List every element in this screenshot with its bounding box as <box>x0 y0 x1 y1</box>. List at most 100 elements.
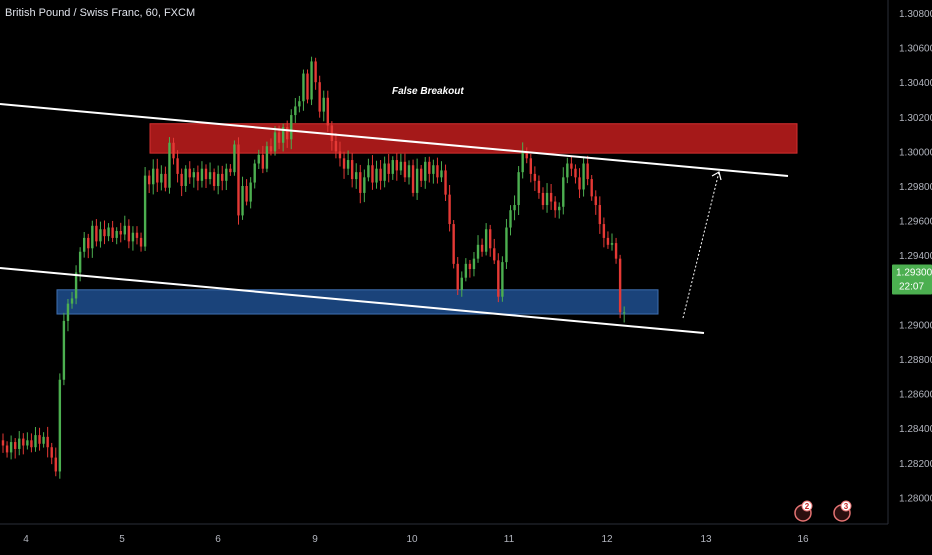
candle-up <box>545 183 549 213</box>
candle-body <box>103 229 106 237</box>
candle-up <box>115 227 118 245</box>
x-tick-label: 10 <box>406 534 418 545</box>
candle-body <box>50 447 53 458</box>
candle-up <box>91 220 94 258</box>
candle-body <box>444 170 447 195</box>
candle-up <box>34 427 37 452</box>
candle-body <box>480 244 484 252</box>
candle-down <box>553 196 557 218</box>
candle-up <box>407 160 411 185</box>
candle-down <box>602 217 606 248</box>
candle-body <box>395 160 399 171</box>
candle-up <box>58 373 62 479</box>
candle-down <box>533 166 537 191</box>
candle-body <box>566 163 569 178</box>
candle-body <box>314 61 317 83</box>
candle-down <box>342 151 346 179</box>
candle-down <box>403 153 407 182</box>
candle-body <box>521 151 524 173</box>
candle-body <box>131 232 135 242</box>
y-tick-label: 1.28600 <box>899 390 932 401</box>
candle-body <box>143 175 147 247</box>
candle-body <box>229 168 232 173</box>
candle-down <box>525 147 528 164</box>
candle-up <box>18 431 21 456</box>
candle-up <box>42 432 45 448</box>
candle-up <box>521 142 524 179</box>
candle-body <box>192 172 196 178</box>
candle-down <box>387 153 390 183</box>
candle-up <box>472 252 476 277</box>
candle-body <box>233 144 236 173</box>
candle-down <box>1 433 5 453</box>
candle-down <box>180 168 183 197</box>
candle-down <box>22 433 25 455</box>
candle-up <box>562 167 565 215</box>
candle-down <box>395 153 399 181</box>
candle-body <box>168 142 171 188</box>
candle-body <box>42 436 45 444</box>
candle-body <box>261 154 265 169</box>
projection-path <box>682 171 720 319</box>
candle-body <box>253 163 256 183</box>
candle-body <box>160 173 163 183</box>
candle-down <box>172 137 175 165</box>
candle-up <box>70 291 74 309</box>
candle-up <box>9 435 13 460</box>
candle-body <box>91 225 94 249</box>
candle-up <box>391 156 394 180</box>
event-marker-badge <box>801 500 813 512</box>
candle-up <box>294 97 297 123</box>
x-tick-label: 16 <box>797 534 809 545</box>
candle-body <box>188 168 191 178</box>
candle-down <box>212 168 216 191</box>
candle-down <box>38 427 41 451</box>
candle-up <box>107 223 110 242</box>
candle-body <box>306 73 309 100</box>
candle-up <box>440 161 443 183</box>
candle-body <box>225 168 228 181</box>
candle-body <box>302 73 305 102</box>
candle-body <box>497 260 500 297</box>
candle-body <box>38 435 41 444</box>
candle-body <box>212 172 216 186</box>
candle-up <box>460 271 463 297</box>
candle-up <box>74 265 78 305</box>
candle-up <box>208 162 212 185</box>
candle-body <box>598 205 602 225</box>
candle-body <box>545 192 549 206</box>
candle-body <box>505 227 508 263</box>
candle-body <box>517 172 520 206</box>
candle-down <box>594 190 597 215</box>
candle-body <box>196 172 200 181</box>
candle-up <box>168 137 171 194</box>
candle-down <box>156 158 159 192</box>
candle-down <box>493 238 496 265</box>
upper-trendline <box>0 103 789 177</box>
candle-body <box>436 165 439 178</box>
candle-up <box>432 159 435 184</box>
x-tick-label: 13 <box>700 534 712 545</box>
candle-body <box>176 158 179 174</box>
candle-body <box>452 224 455 264</box>
candle-body <box>489 229 492 249</box>
candle-body <box>83 237 86 252</box>
candle-down <box>428 156 431 183</box>
candle-body <box>411 165 415 193</box>
candle-body <box>622 312 626 314</box>
y-tick-label: 1.29000 <box>899 320 932 331</box>
candle-body <box>549 192 553 202</box>
candle-down <box>549 183 553 210</box>
candle-body <box>472 258 476 270</box>
candle-body <box>30 440 33 448</box>
candle-down <box>326 90 329 132</box>
candle-down <box>229 164 232 176</box>
candle-body <box>156 168 159 183</box>
candle-down <box>261 145 265 174</box>
current-price-label: 1.29300 <box>896 268 932 279</box>
candle-down <box>436 157 439 184</box>
candle-body <box>578 177 581 190</box>
candle-body <box>269 146 273 152</box>
